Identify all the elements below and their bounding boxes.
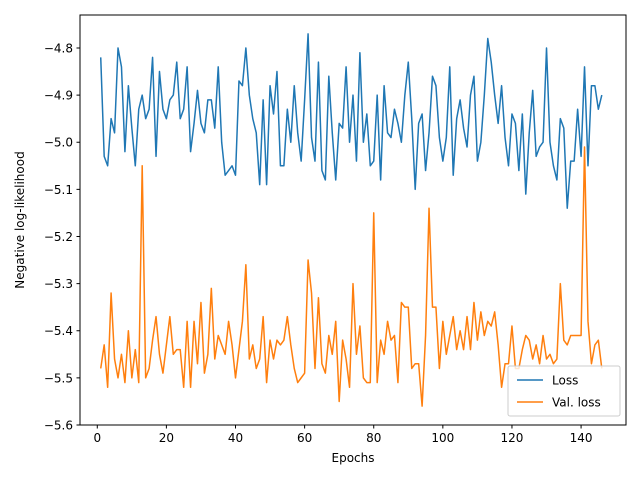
y-tick-label: −5.1 [44,183,73,197]
x-tick-label: 40 [228,431,243,445]
y-tick-label: −5.2 [44,230,73,244]
y-tick-label: −5.6 [44,419,73,433]
x-tick-label: 0 [93,431,101,445]
y-tick-label: −5.0 [44,136,73,150]
plot-frame [79,14,627,426]
x-tick-label: 100 [431,431,454,445]
y-tick-label: −5.5 [44,371,73,385]
x-tick-label: 120 [501,431,524,445]
y-tick-label: −5.3 [44,277,73,291]
legend-label-val-loss: Val. loss [552,396,601,410]
series-line-loss [99,33,603,209]
y-tick-label: −4.8 [44,41,73,55]
x-tick-label: 80 [366,431,381,445]
y-tick-label: −5.4 [44,324,73,338]
x-axis-label: Epochs [332,451,375,465]
x-tick-label: 20 [159,431,174,445]
y-axis-label: Negative log-likelihood [13,151,27,288]
y-axis: −5.6 −5.5 −5.4 −5.3 −5.2 −5.1 −5.0 −4.9 −4.8 [44,41,80,433]
y-tick-label: −4.9 [44,89,73,103]
x-tick-label: 60 [297,431,312,445]
legend: Loss Val. loss [507,365,621,417]
x-tick-label: 140 [570,431,593,445]
x-axis: 0 20 40 60 80 100 120 140 [93,425,593,445]
legend-box [507,365,621,417]
legend-label-loss: Loss [552,374,578,388]
